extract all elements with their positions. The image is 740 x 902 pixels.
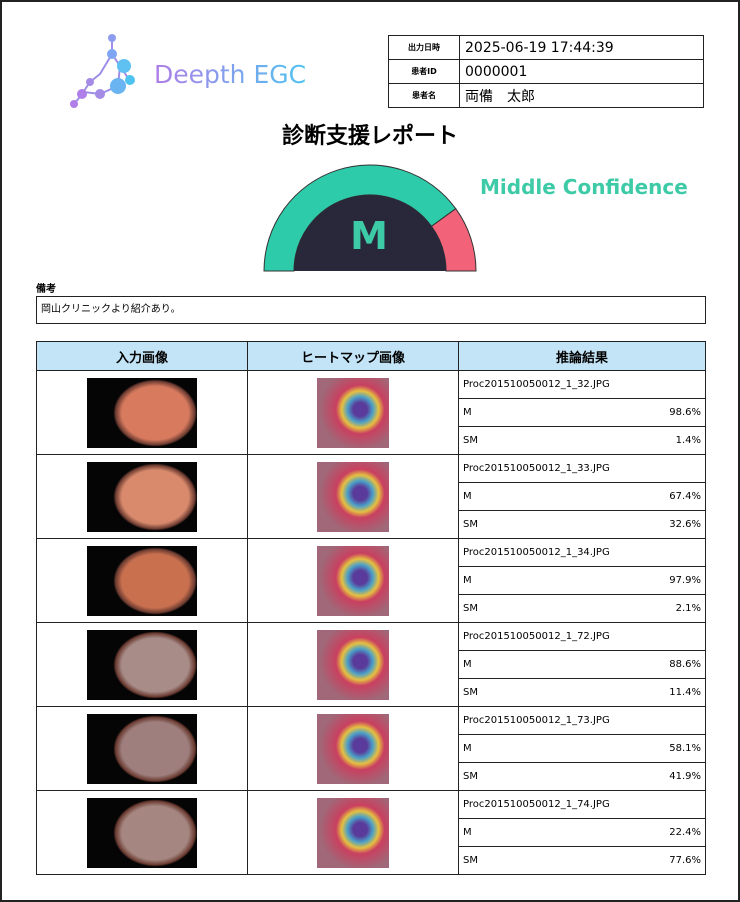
class-probability: 2.1%	[675, 603, 701, 614]
heatmap-image-cell	[247, 790, 459, 875]
result-cell: Proc201510050012_1_32.JPG M 98.6% SM 1.4%	[458, 370, 706, 455]
table-row: Proc201510050012_1_33.JPG M 67.4% SM 32.6%	[36, 454, 706, 539]
heatmap-image	[317, 545, 389, 616]
class-label: SM	[463, 855, 478, 866]
heatmap-image-cell	[247, 538, 459, 623]
class-label: SM	[463, 519, 478, 530]
input-image-cell	[36, 706, 248, 791]
class-label: M	[463, 743, 472, 754]
input-image-cell	[36, 622, 248, 707]
output-datetime-value: 2025-06-19 17:44:39	[459, 35, 704, 60]
endoscopy-image	[87, 629, 197, 700]
heatmap-image-cell	[247, 370, 459, 455]
class-probability: 32.6%	[669, 519, 701, 530]
input-image-cell	[36, 370, 248, 455]
result-class-row: M 98.6%	[459, 399, 705, 427]
result-class-row: SM 32.6%	[459, 511, 705, 538]
input-image-cell	[36, 538, 248, 623]
result-filename: Proc201510050012_1_74.JPG	[459, 791, 705, 819]
header-inference-result: 推論結果	[458, 341, 706, 371]
result-filename: Proc201510050012_1_34.JPG	[459, 539, 705, 567]
result-class-row: M 97.9%	[459, 567, 705, 595]
class-probability: 22.4%	[669, 827, 701, 838]
heatmap-image-cell	[247, 622, 459, 707]
result-filename: Proc201510050012_1_73.JPG	[459, 707, 705, 735]
result-class-row: SM 77.6%	[459, 847, 705, 874]
heatmap-image-cell	[247, 454, 459, 539]
class-label: SM	[463, 603, 478, 614]
result-cell: Proc201510050012_1_34.JPG M 97.9% SM 2.1%	[458, 538, 706, 623]
output-datetime-label: 出力日時	[388, 35, 460, 60]
class-label: SM	[463, 435, 478, 446]
patient-info-table: 出力日時 2025-06-19 17:44:39 患者ID 0000001 患者名両…	[388, 35, 704, 108]
table-row: Proc201510050012_1_74.JPG M 22.4% SM 77.6%	[36, 790, 706, 875]
result-filename: Proc201510050012_1_33.JPG	[459, 455, 705, 483]
result-class-row: M 58.1%	[459, 735, 705, 763]
class-label: SM	[463, 771, 478, 782]
logo-text: Deepth EGC	[154, 60, 307, 89]
confidence-gauge	[263, 164, 477, 272]
patient-name-value: 両備 太郎	[459, 83, 704, 108]
class-label: M	[463, 827, 472, 838]
page-title: 診断支援レポート	[281, 124, 458, 149]
result-cell: Proc201510050012_1_74.JPG M 22.4% SM 77.6%	[458, 790, 706, 875]
class-label: M	[463, 407, 472, 418]
class-probability: 11.4%	[669, 687, 701, 698]
class-probability: 97.9%	[669, 575, 701, 586]
class-label: M	[463, 659, 472, 670]
class-label: M	[463, 575, 472, 586]
logo-icon	[70, 34, 135, 108]
heatmap-image	[317, 713, 389, 784]
class-probability: 41.9%	[669, 771, 701, 782]
heatmap-image	[317, 377, 389, 448]
class-probability: 67.4%	[669, 491, 701, 502]
heatmap-image-cell	[247, 706, 459, 791]
gauge-center	[294, 195, 446, 271]
heatmap-image	[317, 461, 389, 532]
result-class-row: M 88.6%	[459, 651, 705, 679]
notes-label: 備考	[36, 284, 56, 295]
notes-box: 岡山クリニックより紹介あり。	[36, 296, 706, 324]
endoscopy-image	[87, 797, 197, 868]
class-probability: 88.6%	[669, 659, 701, 670]
endoscopy-image	[87, 545, 197, 616]
endoscopy-image	[87, 713, 197, 784]
class-probability: 1.4%	[675, 435, 701, 446]
patient-id-label: 患者ID	[388, 59, 460, 84]
heatmap-image	[317, 629, 389, 700]
heatmap-image	[317, 797, 389, 868]
result-class-row: SM 41.9%	[459, 763, 705, 790]
patient-name-label: 患者名	[388, 83, 460, 108]
input-image-cell	[36, 454, 248, 539]
header-input-image: 入力画像	[36, 341, 248, 371]
endoscopy-image	[87, 377, 197, 448]
result-cell: Proc201510050012_1_72.JPG M 88.6% SM 11.4%	[458, 622, 706, 707]
class-probability: 58.1%	[669, 743, 701, 754]
table-row: Proc201510050012_1_72.JPG M 88.6% SM 11.4%	[36, 622, 706, 707]
gauge-letter: M	[350, 214, 388, 258]
result-class-row: M 22.4%	[459, 819, 705, 847]
result-class-row: SM 11.4%	[459, 679, 705, 706]
class-label: SM	[463, 687, 478, 698]
endoscopy-image	[87, 461, 197, 532]
confidence-label: Middle Confidence	[480, 175, 688, 199]
table-row: Proc201510050012_1_32.JPG M 98.6% SM 1.4%	[36, 370, 706, 455]
result-class-row: M 67.4%	[459, 483, 705, 511]
result-cell: Proc201510050012_1_33.JPG M 67.4% SM 32.6%	[458, 454, 706, 539]
table-row: Proc201510050012_1_34.JPG M 97.9% SM 2.1%	[36, 538, 706, 623]
result-class-row: SM 1.4%	[459, 427, 705, 454]
result-class-row: SM 2.1%	[459, 595, 705, 622]
class-label: M	[463, 491, 472, 502]
result-filename: Proc201510050012_1_72.JPG	[459, 623, 705, 651]
header-heatmap-image: ヒートマップ画像	[247, 341, 459, 371]
result-filename: Proc201510050012_1_32.JPG	[459, 371, 705, 399]
input-image-cell	[36, 790, 248, 875]
table-row: Proc201510050012_1_73.JPG M 58.1% SM 41.9%	[36, 706, 706, 791]
class-probability: 77.6%	[669, 855, 701, 866]
patient-id-value: 0000001	[459, 59, 704, 84]
results-table: 入力画像 ヒートマップ画像 推論結果 Proc201510050012_1_32…	[36, 341, 706, 875]
class-probability: 98.6%	[669, 407, 701, 418]
result-cell: Proc201510050012_1_73.JPG M 58.1% SM 41.9%	[458, 706, 706, 791]
